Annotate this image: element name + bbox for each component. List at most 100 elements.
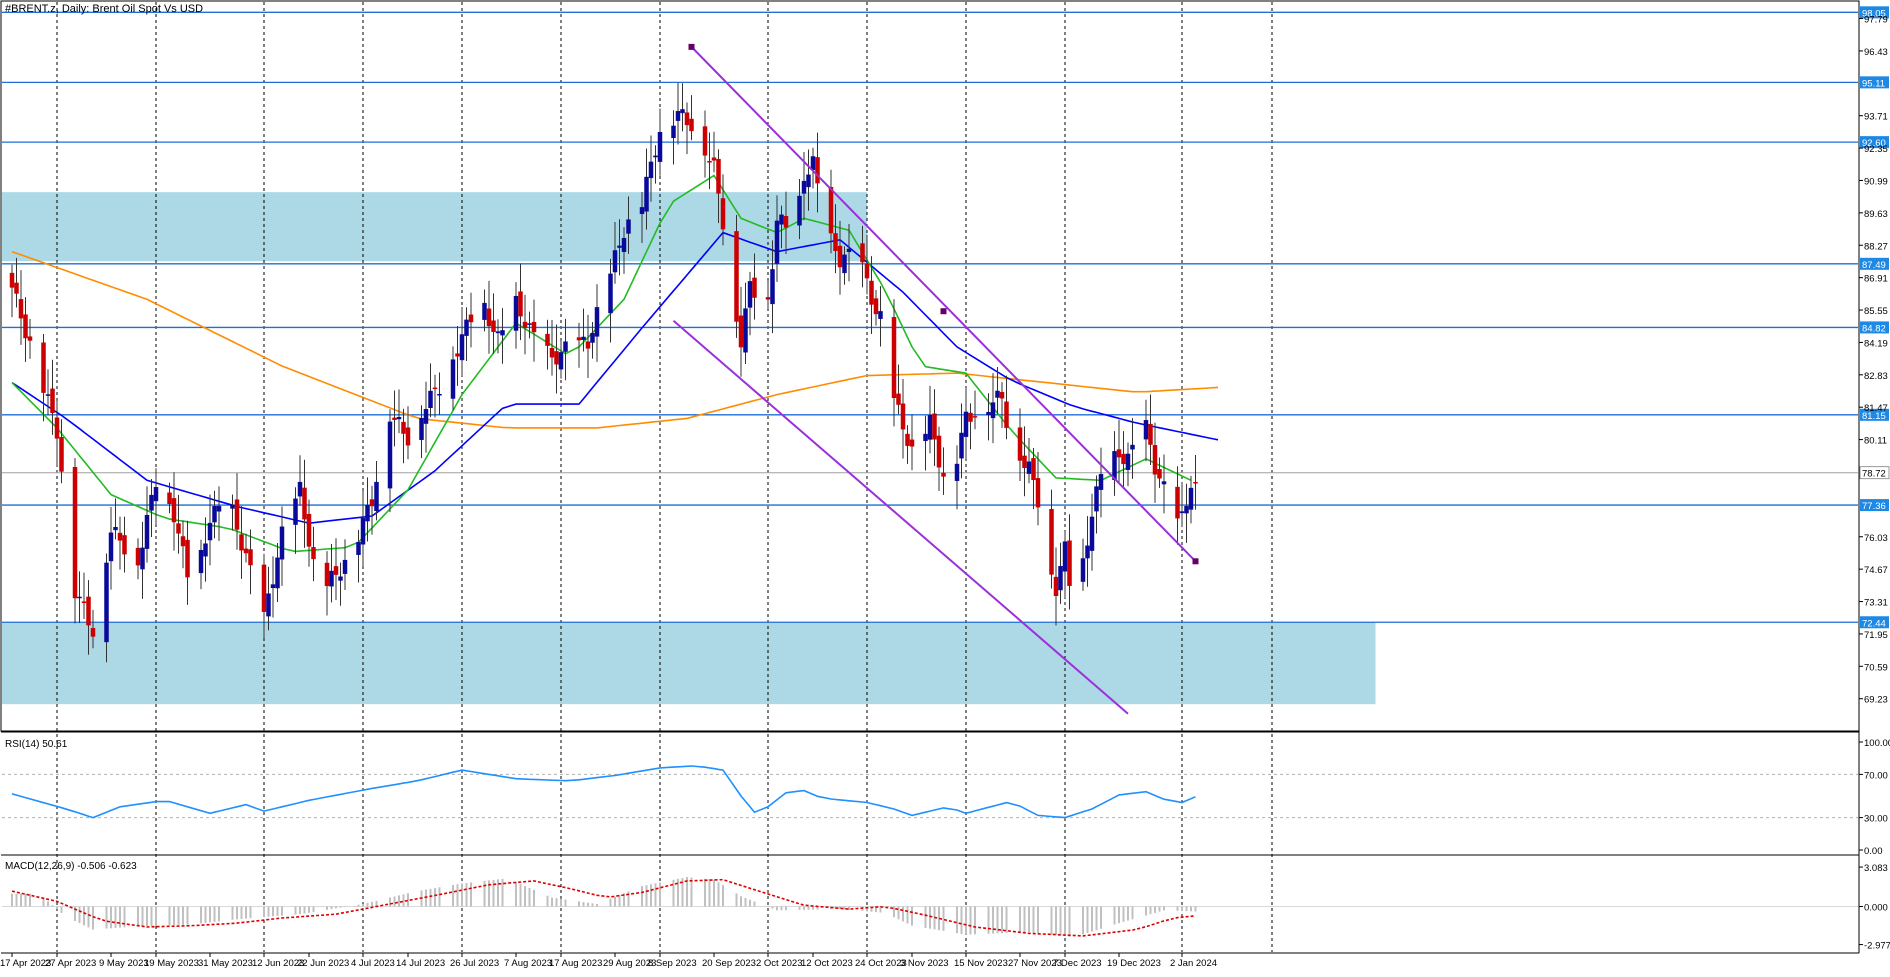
candle-body (513, 295, 519, 331)
candle-body (815, 157, 820, 184)
candle-body (909, 439, 915, 447)
macd-tick-label-1: 0.000 (1864, 903, 1888, 914)
candle-body (936, 435, 942, 468)
candle-body (90, 628, 96, 637)
candle-body (1184, 505, 1189, 514)
candle-body (212, 505, 217, 523)
candle-body (338, 576, 343, 581)
candle-body (549, 348, 555, 358)
candle-body (1080, 558, 1086, 582)
candle-body (144, 514, 150, 549)
date-tick-label-1: 27 Apr 2023 (45, 958, 96, 969)
candle-body (675, 111, 681, 121)
candle-body (518, 291, 523, 317)
candle-body (14, 282, 19, 294)
candle-body (293, 498, 298, 525)
candle-body (878, 311, 883, 319)
candle-body (1125, 453, 1131, 470)
candle-body (1089, 516, 1095, 551)
candle-body (783, 215, 789, 228)
candle-body (1116, 449, 1122, 458)
candle-body (428, 390, 433, 408)
candle-body (896, 393, 901, 405)
candle-body (621, 237, 627, 252)
candle-body (927, 415, 933, 440)
candle-body (324, 562, 330, 587)
date-tick-label-11: 17 Aug 2023 (549, 958, 602, 969)
date-tick-label-23: 2 Jan 2024 (1170, 958, 1217, 969)
date-tick-label-21: 7 Dec 2023 (1053, 958, 1102, 969)
candle-body (684, 112, 690, 126)
price-level-tag-text-7: 72.44 (1862, 618, 1886, 629)
price-tick-label-14: 74.67 (1864, 565, 1888, 576)
candle-body (113, 527, 118, 531)
candle-body (1152, 445, 1158, 475)
candle-body (716, 158, 721, 194)
candle-body (747, 281, 753, 308)
candle-body (248, 549, 253, 566)
candle-body (801, 180, 807, 194)
date-tick-label-12: 29 Aug 2023 (603, 958, 656, 969)
candle-body (356, 542, 361, 555)
candle-body (311, 547, 316, 560)
price-level-tag-4 (1860, 321, 1889, 334)
macd-tick-label-2: -2.977 (1864, 941, 1890, 952)
candle-body (1062, 541, 1068, 572)
price-level-tag-text-5: 81.15 (1862, 411, 1886, 422)
price-level-tag-text-2: 92.60 (1862, 138, 1886, 149)
candle-body (1085, 545, 1090, 559)
date-tick-label-7: 4 Jul 2023 (351, 958, 395, 969)
price-tick-label-3: 92.35 (1864, 144, 1888, 155)
date-tick-label-4: 31 May 2023 (198, 958, 253, 969)
candle-body (527, 323, 532, 325)
candle-body (905, 433, 910, 446)
price-axis[interactable]: 98.05 95.11 92.60 87.49 84.82 81.15 77.36 72.44… (1859, 6, 1890, 952)
current-price-tag-text: 78.72 (1862, 469, 1886, 480)
candle-body (644, 176, 649, 212)
candle-body (1058, 566, 1063, 591)
rsi-title: RSI(14) 50.61 (5, 739, 68, 750)
price-level-tag-text-6: 77.36 (1862, 501, 1886, 512)
candle-body (464, 319, 469, 336)
candle-body (392, 417, 397, 420)
channel-anchor-1[interactable] (940, 308, 947, 315)
candle-body (752, 277, 757, 298)
candle-body (122, 535, 127, 555)
candle-body (657, 131, 663, 162)
channel-upper-line[interactable] (690, 46, 1197, 562)
candle-body (198, 549, 204, 574)
candle-body (860, 243, 865, 263)
channel-anchor-0[interactable] (688, 43, 695, 50)
candle-body (486, 308, 492, 327)
candles (9, 82, 1198, 663)
candle-body (216, 505, 222, 512)
candle-body (765, 297, 771, 300)
trend-channel[interactable] (672, 43, 1199, 715)
candle-body (837, 245, 843, 268)
candle-body (558, 352, 564, 370)
channel-anchor-2[interactable] (1192, 558, 1199, 565)
channel-lower-line[interactable] (672, 319, 1129, 715)
candle-body (842, 254, 847, 274)
rsi-tick-label-2: 30.00 (1864, 814, 1888, 825)
candle-body (626, 219, 631, 234)
current-price-tag (1859, 466, 1890, 480)
candle-body (1175, 486, 1180, 519)
candle-body (270, 584, 276, 589)
demand-supply-zone-1 (2, 622, 1376, 705)
candle-body (1017, 427, 1023, 461)
candle-body (581, 336, 586, 340)
price-tick-label-10: 82.83 (1864, 371, 1888, 382)
candle-body (810, 156, 816, 171)
price-tick-label-8: 85.55 (1864, 306, 1888, 317)
price-tick-label-6: 88.27 (1864, 241, 1888, 252)
date-tick-label-15: 2 Oct 2023 (756, 958, 802, 969)
candle-body (419, 417, 424, 440)
candle-body (1188, 487, 1194, 510)
candle-body (54, 417, 60, 439)
candle-body (176, 523, 181, 534)
